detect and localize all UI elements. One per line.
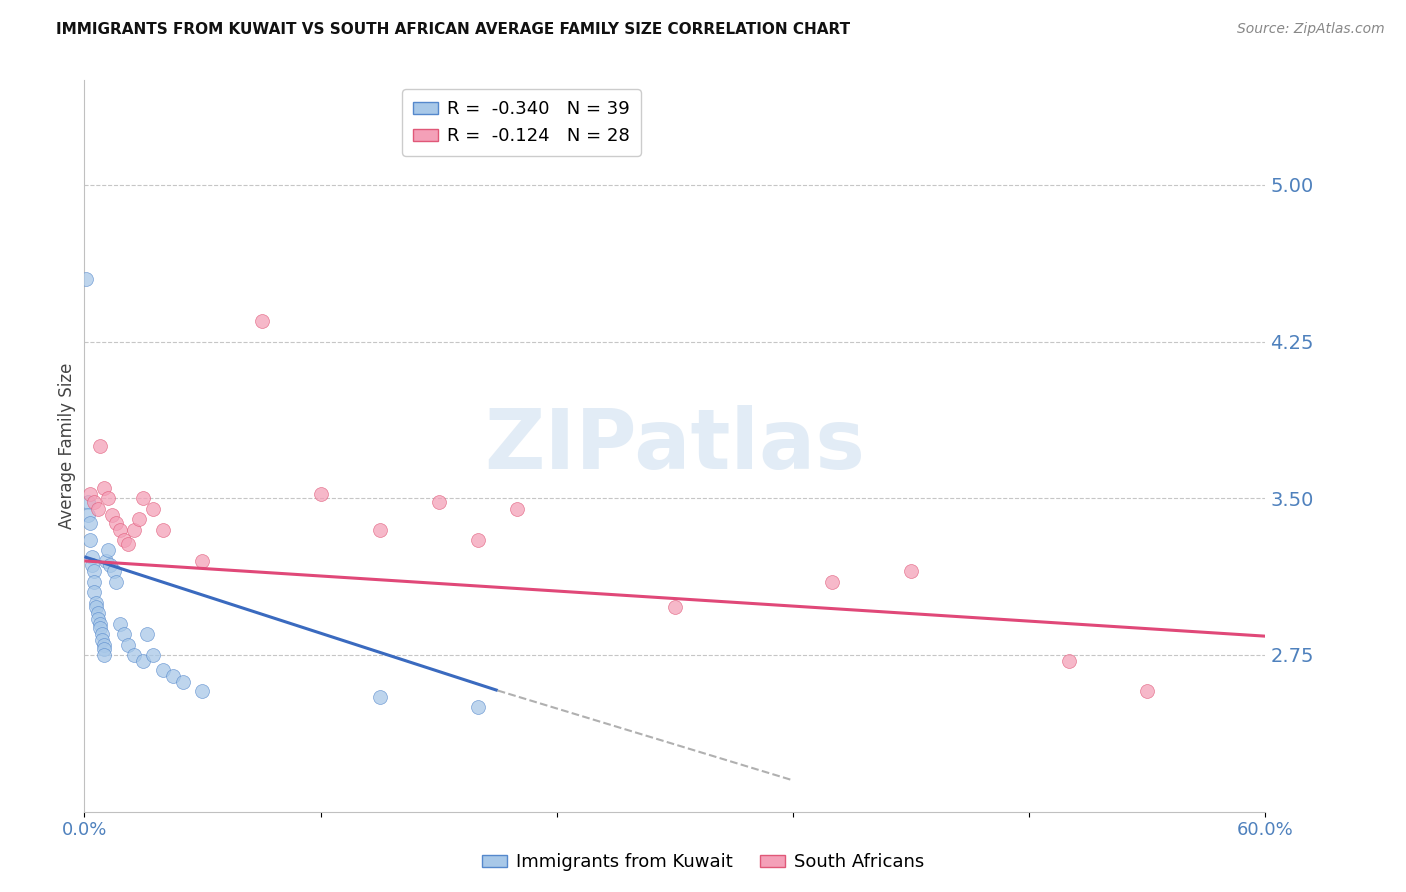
Point [82,558,104,573]
Text: Source: ZipAtlas.com: Source: ZipAtlas.com [1237,22,1385,37]
Point [136,627,159,641]
Point [142,501,165,516]
Point [821,574,844,589]
Point [91,633,114,648]
Point [77,508,100,522]
Point [97,543,120,558]
Point [122,523,145,537]
Point [83,565,105,579]
Point [142,648,165,662]
Point [75,272,97,286]
Point [132,491,155,506]
Point [104,574,127,589]
Point [128,512,150,526]
Text: ZIPatlas: ZIPatlas [485,406,865,486]
Point [1136,683,1159,698]
Point [79,533,101,547]
Point [83,495,105,509]
Point [250,313,273,327]
Text: IMMIGRANTS FROM KUWAIT VS SOUTH AFRICAN AVERAGE FAMILY SIZE CORRELATION CHART: IMMIGRANTS FROM KUWAIT VS SOUTH AFRICAN … [56,22,851,37]
Point [93,641,115,656]
Point [427,495,450,509]
Point [152,663,174,677]
Point [172,675,194,690]
Point [152,523,174,537]
Point [191,683,214,698]
Point [108,616,131,631]
Point [112,627,135,641]
Point [77,495,100,509]
Point [82,549,104,564]
Point [84,599,107,614]
Point [98,558,121,573]
Point [122,648,145,662]
Point [467,700,489,714]
Point [467,533,489,547]
Point [108,523,131,537]
Point [664,599,686,614]
Point [112,533,135,547]
Point [93,481,115,495]
Point [506,501,529,516]
Point [368,523,391,537]
Point [132,654,155,668]
Point [93,638,115,652]
Point [87,612,110,626]
Point [162,669,184,683]
Point [93,648,115,662]
Point [87,501,110,516]
Point [89,439,111,453]
Point [309,487,332,501]
Point [94,554,117,568]
Point [368,690,391,704]
Point [191,554,214,568]
Point [103,565,125,579]
Point [117,638,139,652]
Point [101,508,124,522]
Point [79,487,101,501]
Point [900,565,922,579]
Point [84,596,107,610]
Point [87,606,110,620]
Point [89,616,111,631]
Point [1057,654,1080,668]
Point [91,627,114,641]
Point [117,537,139,551]
Y-axis label: Average Family Size: Average Family Size [58,363,76,529]
Legend: R =  -0.340   N = 39, R =  -0.124   N = 28: R = -0.340 N = 39, R = -0.124 N = 28 [402,89,641,156]
Legend: Immigrants from Kuwait, South Africans: Immigrants from Kuwait, South Africans [474,847,932,879]
Point [83,585,105,599]
Point [97,491,120,506]
Point [83,574,105,589]
Point [104,516,127,531]
Point [79,516,101,531]
Point [89,621,111,635]
